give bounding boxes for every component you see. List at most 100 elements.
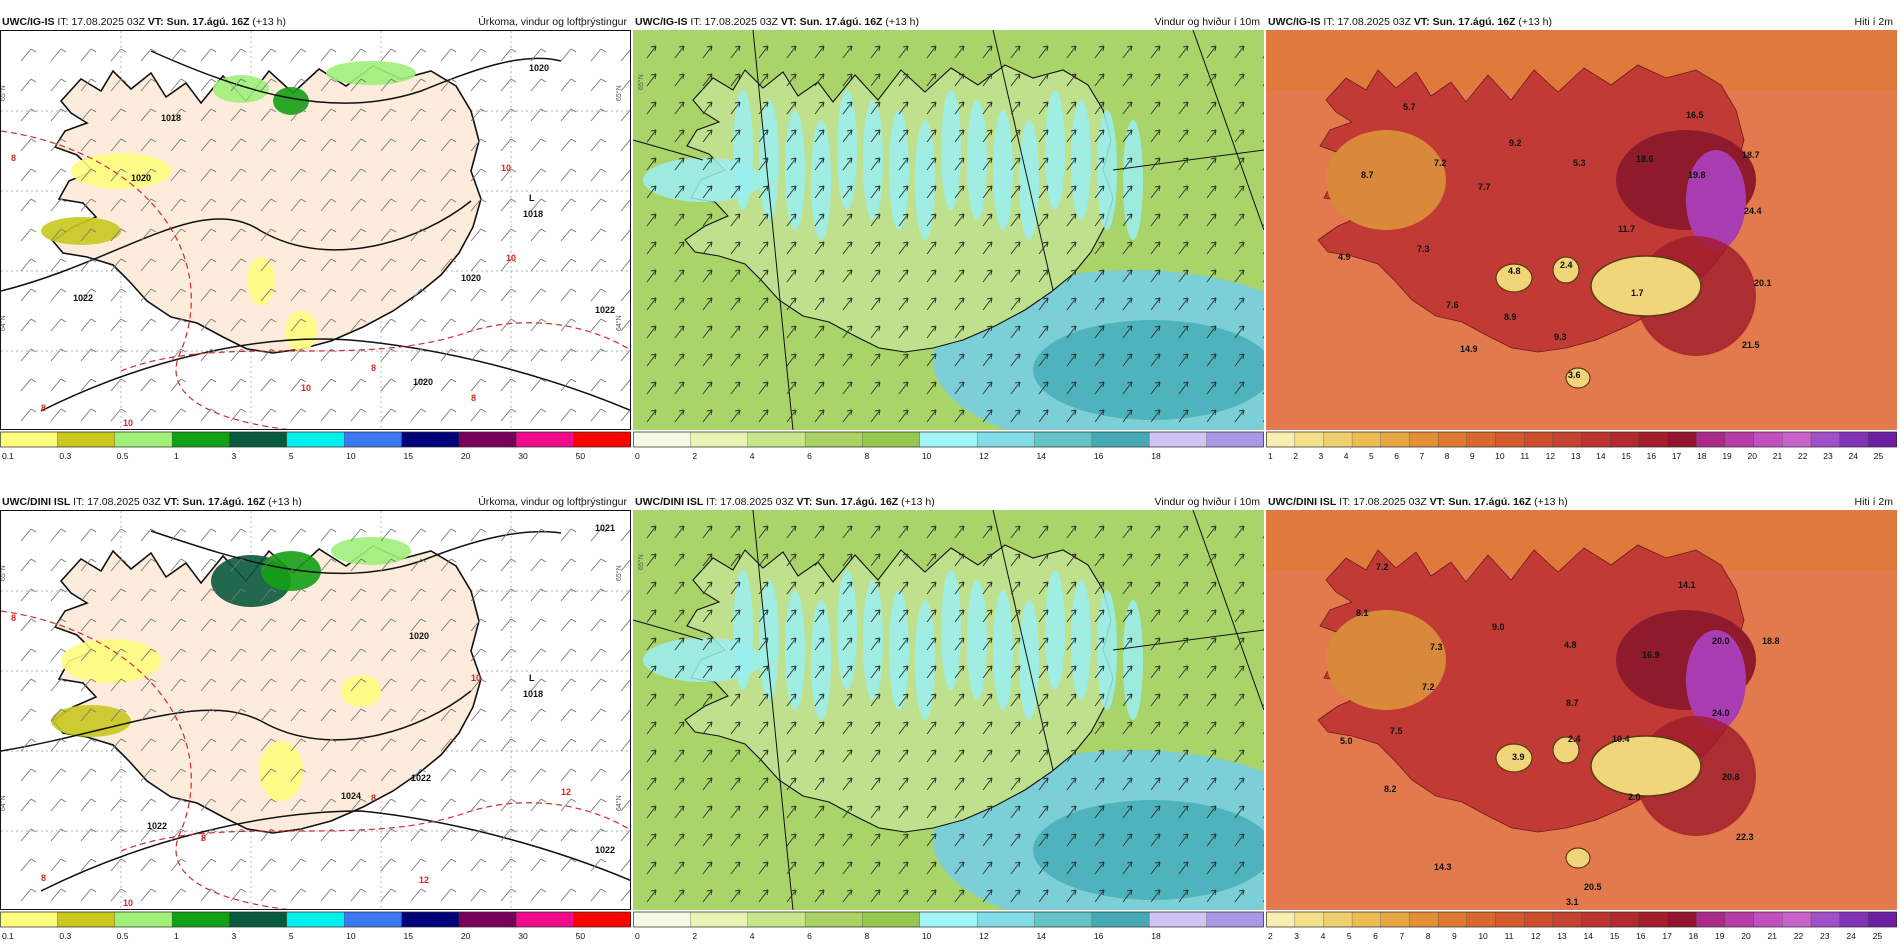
wind-barb: [440, 288, 457, 302]
wind-barb: [140, 108, 157, 122]
colorbar-swatch: [1206, 911, 1264, 928]
wind-arrow: [1066, 325, 1077, 339]
wind-barb: [20, 528, 37, 542]
wind-arrow: [758, 581, 769, 595]
wind-barb: [20, 348, 37, 362]
wind-arrow: [1122, 241, 1133, 255]
wind-barb: [80, 528, 97, 542]
init-time: 17.08.2025 03Z: [87, 496, 161, 508]
isotherm-label: 12: [419, 875, 429, 885]
colorbar-tick-label: 25: [1874, 451, 1884, 461]
wind-barb: [590, 378, 607, 392]
wind-arrow: [1206, 525, 1217, 539]
colorbar-swatch: [1466, 911, 1497, 928]
colorbar-tick-label: 8: [1426, 931, 1431, 941]
wind-arrow: [954, 609, 965, 623]
wind-arrow: [1178, 381, 1189, 395]
colorbar-tick-label: 0: [635, 451, 640, 461]
wind-arrow: [1150, 693, 1161, 707]
wind-arrow: [842, 157, 853, 171]
wind-arrow: [1178, 693, 1189, 707]
colorbar-tick-label: 8: [1445, 451, 1450, 461]
wind-barb: [140, 558, 157, 572]
latitude-label: 65°N: [637, 74, 645, 90]
colorbar-tick-label: 3: [1318, 451, 1323, 461]
wind-arrow: [926, 325, 937, 339]
wind-arrow: [954, 833, 965, 847]
colorbar-tick-label: 22: [1794, 931, 1804, 941]
wind-arrow: [870, 525, 881, 539]
wind-barb: [230, 408, 247, 422]
wind-barb: [620, 259, 630, 272]
wind-arrow: [702, 129, 713, 143]
wind-barb: [530, 828, 547, 842]
wind-arrow: [786, 381, 797, 395]
wind-arrow: [1094, 749, 1105, 763]
wind-arrow: [1206, 325, 1217, 339]
wind-barb: [80, 738, 97, 752]
colorbar-swatch: [633, 911, 692, 928]
wind-arrow: [786, 721, 797, 735]
wind-arrow: [1010, 889, 1021, 903]
wind-arrow: [1066, 241, 1077, 255]
wind-barb: [530, 798, 547, 812]
wind-barb: [110, 858, 127, 872]
colorbar-tick-label: 20: [1741, 931, 1751, 941]
wind-barb: [290, 528, 307, 542]
wind-barb: [290, 708, 307, 722]
wind-barb: [230, 138, 247, 152]
wind-barb: [560, 258, 577, 272]
wind-arrow: [646, 381, 657, 395]
wind-barb: [350, 258, 367, 272]
wind-barb: [530, 888, 547, 902]
wind-barb: [110, 78, 127, 92]
wind-arrow: [702, 609, 713, 623]
wind-barb: [440, 108, 457, 122]
wind-barb: [230, 48, 247, 62]
wind-barb: [530, 138, 547, 152]
temperature-value: 3.1: [1566, 897, 1579, 907]
wind-barb: [230, 558, 247, 572]
wind-arrow: [730, 637, 741, 651]
vt-prefix: VT:: [163, 496, 180, 508]
wind-arrow: [758, 185, 769, 199]
wind-barb: [440, 408, 457, 422]
wind-barb: [260, 288, 277, 302]
wind-barb: [170, 378, 187, 392]
wind-barb: [200, 258, 217, 272]
wind-barb: [320, 228, 337, 242]
wind-barb: [380, 48, 397, 62]
wind-arrow: [842, 833, 853, 847]
wind-barb: [170, 828, 187, 842]
pressure-label: 1018: [523, 689, 543, 699]
temperature-value: 8.9: [1504, 312, 1517, 322]
wind-arrow: [1038, 805, 1049, 819]
wind-barb: [500, 858, 517, 872]
wind-arrow: [954, 325, 965, 339]
wind-arrow: [730, 213, 741, 227]
valid-time: Sun. 17.ágú. 16Z: [799, 16, 883, 28]
wind-arrow: [1122, 693, 1133, 707]
wind-arrow: [1094, 665, 1105, 679]
wind-arrow: [982, 749, 993, 763]
panel-header: UWC/DINI ISL IT: 17.08.2025 03Z VT: Sun.…: [0, 494, 631, 510]
wind-arrow: [674, 241, 685, 255]
wind-barb: [260, 318, 277, 332]
wind-barb: [200, 528, 217, 542]
wind-barb: [170, 798, 187, 812]
valid-time: Sun. 17.ágú. 16Z: [166, 16, 250, 28]
colorbar-tick-label: 14: [1037, 931, 1047, 941]
wind-barb: [320, 888, 337, 902]
colorbar-swatch: [1266, 431, 1296, 448]
wind-barb: [440, 138, 457, 152]
wind-barb: [140, 168, 157, 182]
wind-arrow: [702, 665, 713, 679]
colorbar-swatch: [1149, 911, 1208, 928]
latitude-label: 65°N: [615, 565, 623, 581]
wind-arrow: [1234, 101, 1245, 115]
wind-barb: [50, 168, 67, 182]
wind-barb: [20, 648, 37, 662]
wind-barb: [560, 528, 577, 542]
wind-barb: [410, 558, 427, 572]
wind-arrow: [786, 185, 797, 199]
